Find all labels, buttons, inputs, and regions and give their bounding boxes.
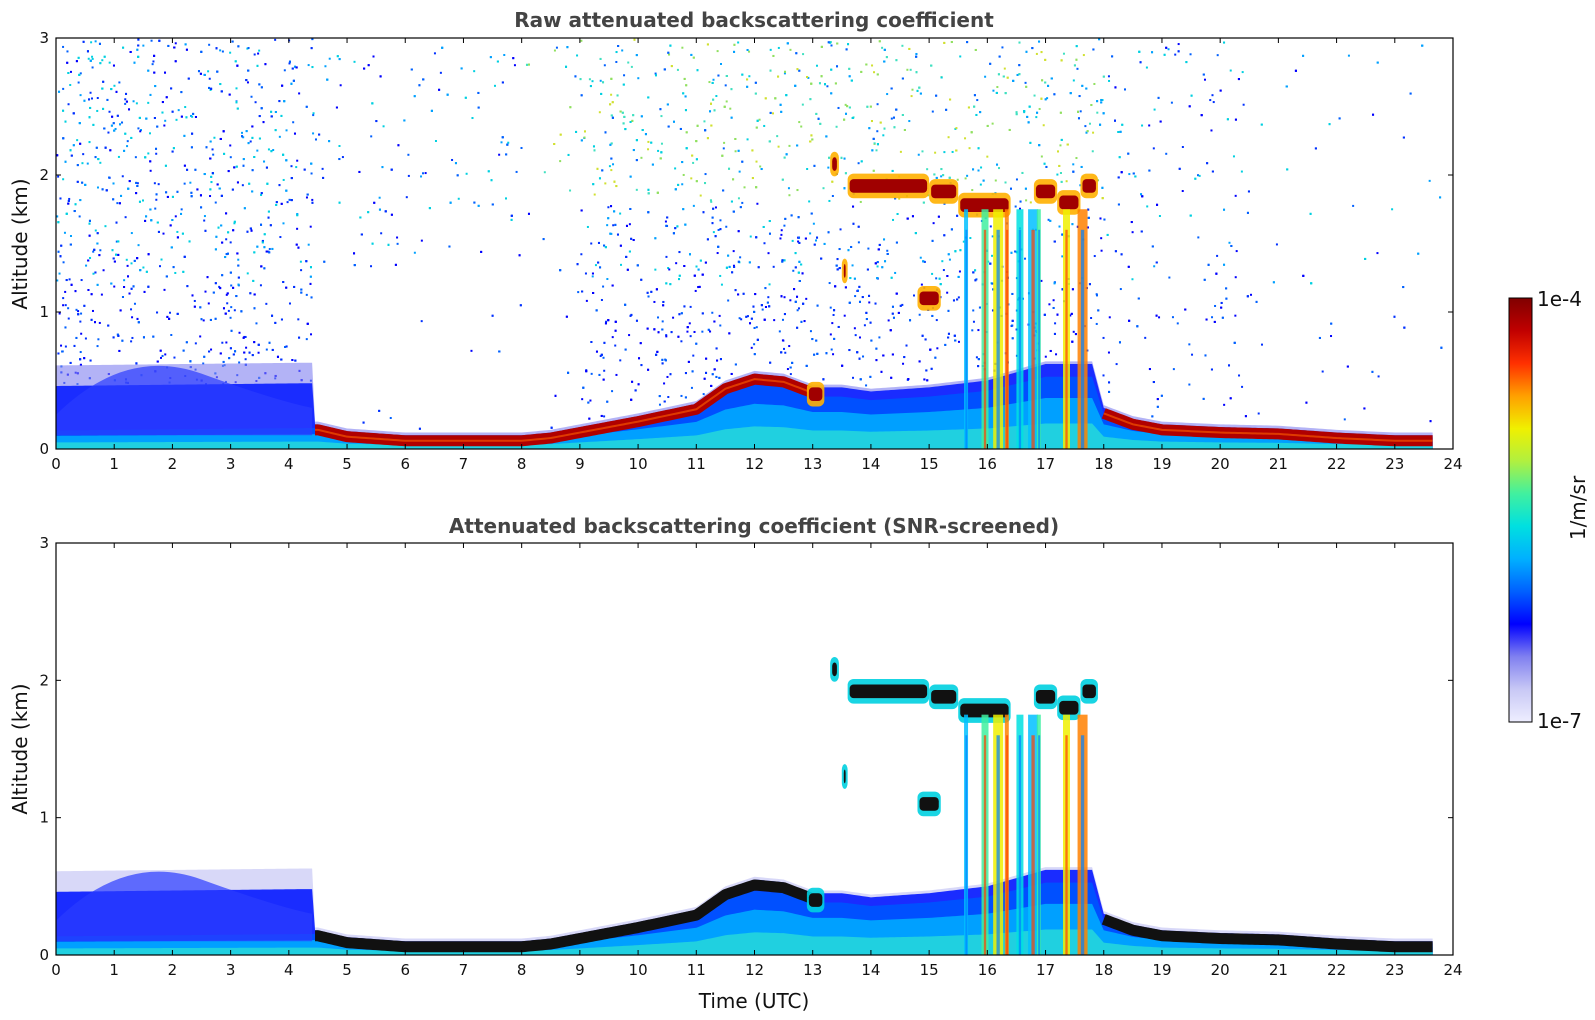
panel-title: Raw attenuated backscattering coefficien… <box>514 8 994 32</box>
x-tick-label: 5 <box>342 455 352 473</box>
x-tick-label: 0 <box>51 961 61 979</box>
aerosol-top-band <box>312 373 1436 447</box>
x-tick-label: 12 <box>745 961 764 979</box>
x-tick-label: 8 <box>517 455 527 473</box>
y-axis: 0 1 2 3 <box>39 29 1453 458</box>
x-tick-label: 18 <box>1094 961 1113 979</box>
x-axis-label: Time (UTC) <box>698 989 810 1013</box>
x-tick-label: 24 <box>1443 455 1462 473</box>
x-axis: 0 1 2 3 4 5 6 7 8 9 10 11 12 13 14 15 16 17 18 19 20 21 22 23 24 <box>51 38 1463 473</box>
y-tick-label: 0 <box>39 440 49 458</box>
x-tick-label: 19 <box>1152 455 1171 473</box>
precipitation-streaks <box>964 714 1088 955</box>
x-tick-label: 22 <box>1327 961 1346 979</box>
panel-title: Attenuated backscattering coefficient (S… <box>449 514 1059 538</box>
x-tick-label: 10 <box>629 961 648 979</box>
x-tick-label: 2 <box>168 961 178 979</box>
x-tick-label: 13 <box>803 961 822 979</box>
x-tick-label: 10 <box>629 455 648 473</box>
x-tick-label: 23 <box>1385 455 1404 473</box>
x-tick-label: 7 <box>459 961 469 979</box>
x-tick-label: 14 <box>861 961 880 979</box>
cloud-layers <box>806 656 1098 913</box>
x-tick-label: 20 <box>1211 961 1230 979</box>
y-tick-label: 1 <box>39 809 49 827</box>
x-tick-label: 6 <box>400 455 410 473</box>
x-tick-label: 13 <box>803 455 822 473</box>
y-axis-label: Altitude (km) <box>8 683 32 814</box>
x-tick-label: 19 <box>1152 961 1171 979</box>
x-tick-label: 14 <box>861 455 880 473</box>
x-tick-label: 18 <box>1094 455 1113 473</box>
x-tick-label: 21 <box>1269 961 1288 979</box>
x-tick-label: 21 <box>1269 455 1288 473</box>
x-axis: 0 1 2 3 4 5 6 7 8 9 10 11 12 13 14 15 16 17 18 19 20 21 22 23 24 <box>51 543 1463 979</box>
x-tick-label: 11 <box>687 455 706 473</box>
x-tick-label: 1 <box>109 455 119 473</box>
x-tick-label: 17 <box>1036 455 1055 473</box>
x-tick-label: 9 <box>575 961 585 979</box>
x-tick-label: 12 <box>745 455 764 473</box>
x-tick-label: 1 <box>109 961 119 979</box>
x-tick-label: 9 <box>575 455 585 473</box>
x-tick-label: 5 <box>342 961 352 979</box>
x-tick-label: 0 <box>51 455 61 473</box>
panel-snr-screened: Attenuated backscattering coefficient (S… <box>8 514 1463 1013</box>
y-tick-label: 2 <box>39 671 49 689</box>
y-axis-label: Altitude (km) <box>8 178 32 309</box>
colorbar-unit-label: 1/m/sr <box>1566 475 1590 540</box>
x-tick-label: 4 <box>284 455 294 473</box>
x-tick-label: 2 <box>168 455 178 473</box>
x-tick-label: 15 <box>920 961 939 979</box>
colorbar-max-label: 1e-4 <box>1537 287 1582 311</box>
colorbar-min-label: 1e-7 <box>1537 709 1582 733</box>
y-tick-label: 2 <box>39 166 49 184</box>
y-tick-label: 0 <box>39 946 49 964</box>
x-tick-label: 6 <box>400 961 410 979</box>
x-tick-label: 20 <box>1211 455 1230 473</box>
boundary-layer <box>56 361 1433 449</box>
x-tick-label: 8 <box>517 961 527 979</box>
plot-area <box>56 656 1436 955</box>
x-tick-label: 16 <box>978 961 997 979</box>
panel-raw: Raw attenuated backscattering coefficien… <box>8 8 1463 473</box>
x-tick-label: 11 <box>687 961 706 979</box>
colorbar: 1e-4 1e-7 1/m/sr <box>1508 287 1590 733</box>
colorbar-scale <box>1508 297 1533 723</box>
precipitation-streaks <box>964 209 1088 449</box>
y-tick-label: 3 <box>39 534 49 552</box>
x-tick-label: 15 <box>920 455 939 473</box>
y-tick-label: 1 <box>39 303 49 321</box>
x-tick-label: 7 <box>459 455 469 473</box>
aerosol-top-band <box>312 879 1436 953</box>
boundary-layer <box>56 867 1433 955</box>
plot-area <box>56 38 1443 449</box>
x-tick-label: 24 <box>1443 961 1462 979</box>
x-tick-label: 3 <box>226 961 236 979</box>
x-tick-label: 4 <box>284 961 294 979</box>
x-tick-label: 16 <box>978 455 997 473</box>
y-tick-label: 3 <box>39 29 49 47</box>
x-tick-label: 3 <box>226 455 236 473</box>
x-tick-label: 17 <box>1036 961 1055 979</box>
y-axis: 0 1 2 3 <box>39 534 1453 964</box>
x-tick-label: 23 <box>1385 961 1404 979</box>
x-tick-label: 22 <box>1327 455 1346 473</box>
